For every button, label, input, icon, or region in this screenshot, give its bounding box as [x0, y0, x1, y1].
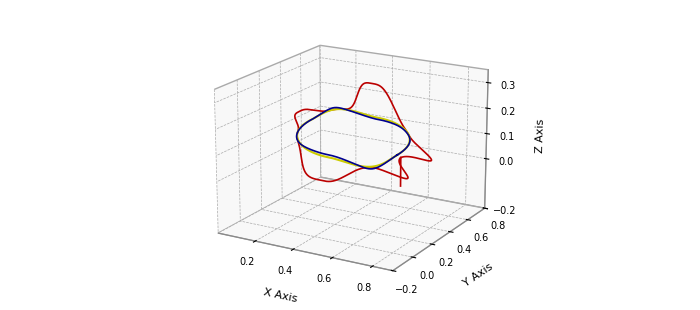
X-axis label: X Axis: X Axis [262, 287, 298, 304]
Y-axis label: Y Axis: Y Axis [461, 261, 495, 288]
